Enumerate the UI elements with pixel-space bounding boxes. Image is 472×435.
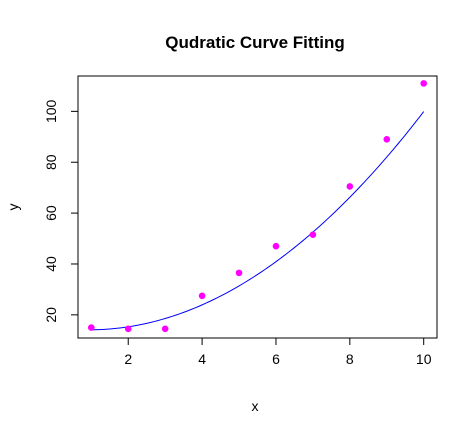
x-axis-label: x xyxy=(252,398,259,414)
x-tick-label: 10 xyxy=(416,351,432,367)
data-point xyxy=(161,325,169,333)
chart-title: Qudratic Curve Fitting xyxy=(165,33,344,52)
x-axis: 2 4 6 8 10 xyxy=(124,337,432,367)
data-point xyxy=(87,324,95,331)
data-point xyxy=(346,183,354,190)
data-point xyxy=(235,269,243,277)
fitted-curve-line xyxy=(91,111,425,331)
x-tick-label: 4 xyxy=(198,351,206,367)
data-points xyxy=(87,80,428,333)
y-axis-label: y xyxy=(5,204,21,211)
x-tick-label: 2 xyxy=(124,351,132,367)
y-axis: 20 40 60 80 100 xyxy=(43,99,79,323)
data-point xyxy=(383,136,391,143)
x-tick-label: 8 xyxy=(346,351,354,367)
data-point xyxy=(420,80,428,87)
y-tick-label: 100 xyxy=(43,99,59,123)
plot-frame xyxy=(77,75,438,339)
data-point xyxy=(124,325,132,333)
y-tick-label: 60 xyxy=(43,205,59,221)
data-point xyxy=(309,231,317,239)
data-point xyxy=(272,242,280,250)
y-tick-label: 20 xyxy=(43,307,59,323)
data-point xyxy=(198,292,206,300)
y-tick-label: 40 xyxy=(43,256,59,272)
x-tick-label: 6 xyxy=(272,351,280,367)
y-tick-label: 80 xyxy=(43,154,59,170)
